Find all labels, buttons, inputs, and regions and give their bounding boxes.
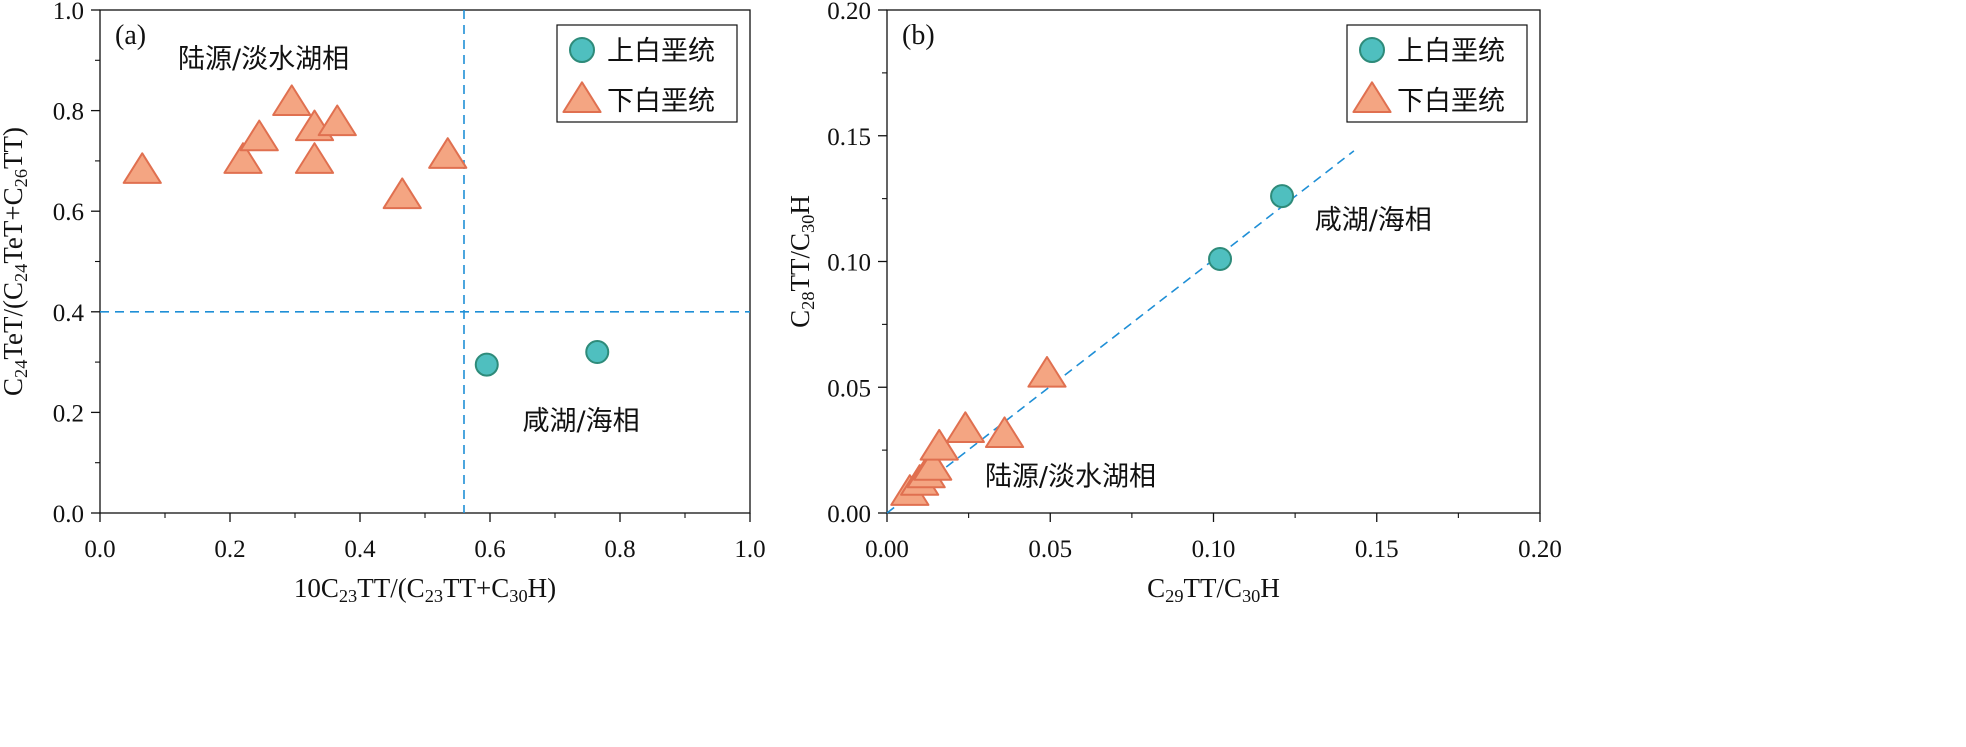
y-tick-label: 0.4 (53, 300, 85, 327)
data-point-triangle (317, 104, 357, 137)
data-point-circle (1208, 246, 1233, 271)
axis-label-text: C (1147, 573, 1165, 603)
axis-label-text: 10C (294, 573, 339, 603)
axis-label-subscript: 28 (798, 291, 818, 309)
data-point-triangle (428, 137, 468, 169)
x-tick-label: 1.0 (734, 536, 765, 563)
panel-label: (b) (902, 20, 935, 51)
data-point-circle (1270, 184, 1295, 209)
y-tick-label: 1.0 (53, 0, 84, 25)
legend-circle-icon (1359, 37, 1385, 63)
axis-label-text: TeT+C (0, 187, 28, 263)
axis-label-subscript: 24 (11, 360, 31, 378)
axis-label-text: H (785, 195, 815, 215)
legend-triangle-icon (562, 81, 602, 113)
axis-label-text: H (1260, 573, 1280, 603)
data-point-triangle (239, 119, 279, 152)
x-tick-label: 0.6 (474, 536, 505, 563)
axis-label-text: TeT/(C (0, 282, 28, 360)
x-axis-label: 10C23TT/(C23TT+C30H) (294, 573, 556, 606)
x-tick-label: 0.15 (1355, 536, 1399, 563)
axis-label-text: TT+C (443, 573, 509, 603)
y-tick-label: 0.0 (53, 501, 84, 528)
data-point-triangle (913, 449, 953, 481)
legend-entry-label: 上白垩统 (1397, 36, 1505, 67)
axis-label-text: H) (528, 573, 557, 603)
axis-label-text: TT/(C (357, 573, 425, 603)
x-tick-label: 0.05 (1028, 536, 1072, 563)
axis-label-subscript: 23 (425, 586, 443, 606)
region-label: 咸湖/海相 (523, 406, 640, 437)
legend-entry-label: 上白垩统 (607, 36, 715, 67)
y-tick-label: 0.2 (53, 400, 84, 427)
data-point-circle (474, 352, 499, 377)
y-tick-label: 0.20 (827, 0, 871, 25)
region-label: 陆源/淡水湖相 (985, 461, 1156, 492)
y-tick-label: 0.10 (827, 250, 871, 277)
y-tick-label: 0.6 (53, 199, 84, 226)
data-point-triangle (1027, 356, 1067, 388)
axis-label-text: C (0, 378, 28, 396)
data-point-triangle (919, 428, 959, 461)
axis-label-subscript: 23 (339, 586, 357, 606)
axis-label-text: TT/C (785, 233, 815, 292)
legend-circle-icon (569, 37, 595, 63)
x-tick-label: 0.8 (604, 536, 635, 563)
y-tick-label: 0.8 (53, 99, 84, 126)
panel-label: (a) (115, 20, 146, 51)
axis-label-subscript: 30 (1242, 586, 1260, 606)
legend-triangle-icon (1352, 81, 1392, 113)
axis-label-text: C (785, 310, 815, 328)
axis-label-subscript: 30 (798, 215, 818, 233)
axis-label-subscript: 26 (11, 169, 31, 187)
chart-panel-a: 0.0 0.2 0.4 0.6 0.8 1.0 0.0 0.2 0.4 0.6 0.8 1.0 陆源/淡… (0, 0, 766, 606)
x-tick-label: 0.20 (1518, 536, 1562, 563)
y-axis-label: C28TT/C30H (785, 195, 818, 328)
y-tick-label: 0.05 (827, 375, 871, 402)
data-point-triangle (272, 84, 312, 117)
y-tick-label: 0.00 (827, 501, 871, 528)
data-point-triangle (984, 416, 1025, 449)
axis-label-subscript: 24 (11, 264, 31, 282)
data-point-triangle (945, 411, 985, 443)
legend-entry-label: 下白垩统 (1397, 86, 1505, 117)
y-tick-label: 0.15 (827, 124, 871, 151)
data-point-triangle (294, 142, 335, 174)
data-point-triangle (223, 142, 263, 174)
axis-label-text: TT) (0, 127, 28, 169)
y-axis-label: C24TeT/(C24TeT+C26TT) (0, 127, 31, 396)
x-tick-label: 0.2 (214, 536, 245, 563)
x-tick-label: 0.0 (84, 536, 115, 563)
region-label: 咸湖/海相 (1315, 205, 1432, 236)
x-tick-label: 0.00 (865, 536, 909, 563)
x-axis-label: C29TT/C30H (1147, 573, 1280, 606)
guide-line (886, 150, 1355, 514)
x-tick-label: 0.4 (344, 536, 376, 563)
axis-label-subscript: 29 (1165, 586, 1183, 606)
region-label: 陆源/淡水湖相 (178, 44, 349, 75)
data-point-triangle (382, 177, 422, 210)
data-point-triangle (122, 152, 162, 184)
chart-panel-b: 0.00 0.05 0.10 0.15 0.20 0.00 0.05 0.10 0.15 0.20… (785, 0, 1562, 606)
axis-label-subscript: 30 (509, 586, 527, 606)
x-tick-label: 0.10 (1192, 536, 1236, 563)
legend-entry-label: 下白垩统 (607, 86, 715, 117)
data-point-circle (585, 340, 610, 365)
axis-label-text: TT/C (1184, 573, 1243, 603)
